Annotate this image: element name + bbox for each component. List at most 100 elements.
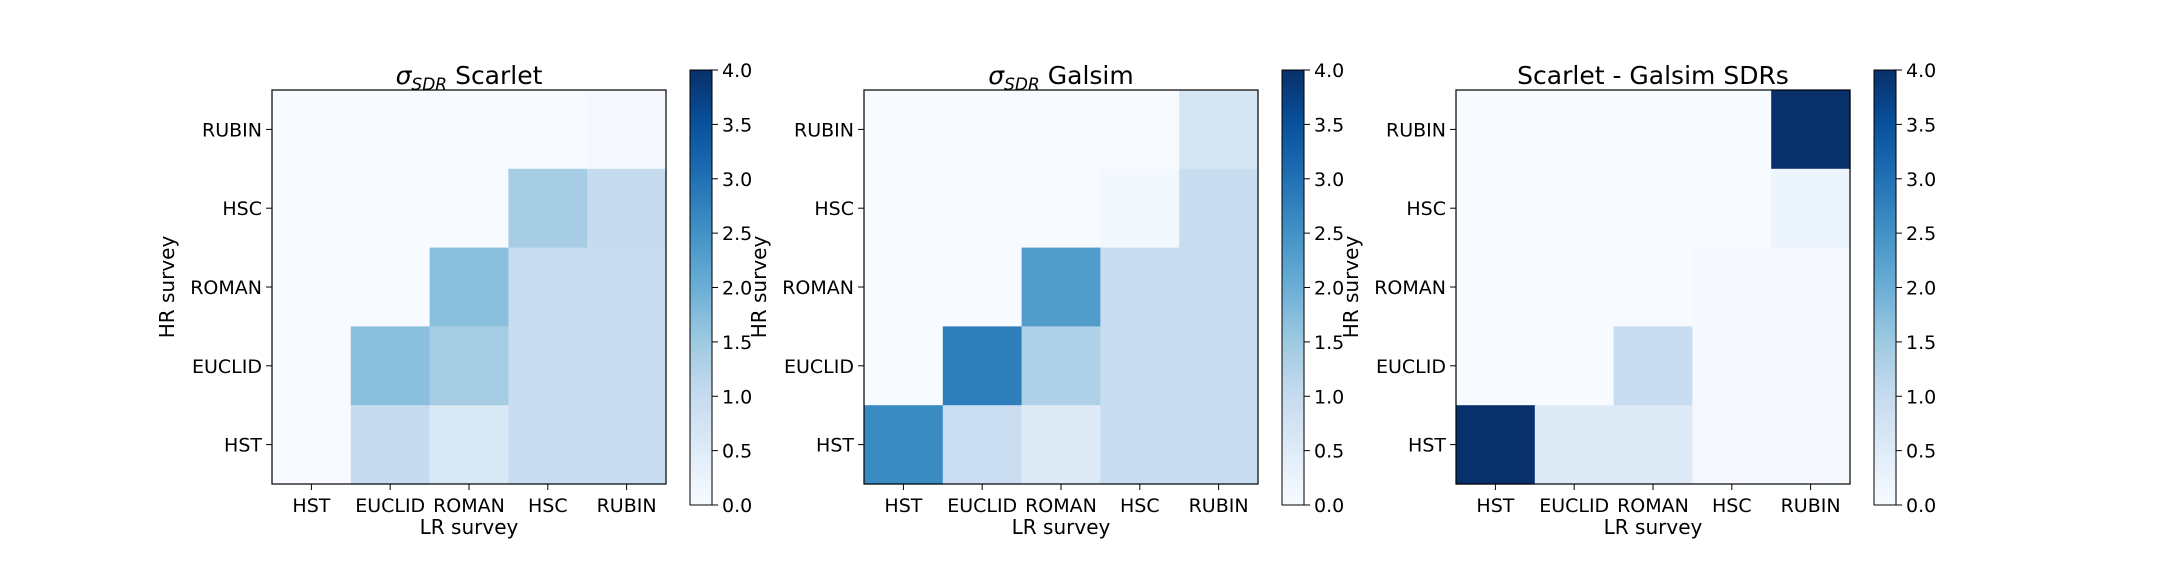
colorbar-tick-label: 1.5 xyxy=(1314,332,1344,354)
chart-title: σSDR Galsim xyxy=(988,61,1133,95)
heatmap-cell xyxy=(1100,168,1180,249)
x-tick-label: ROMAN xyxy=(1617,495,1689,517)
heatmap-cell xyxy=(1534,405,1615,485)
y-tick-label: ROMAN xyxy=(782,277,854,299)
y-axis-label: HR survey xyxy=(747,236,771,339)
heatmap-cell xyxy=(864,90,944,170)
heatmap-cell xyxy=(1613,247,1693,327)
y-tick-label: HST xyxy=(1408,435,1446,457)
heatmap-cell xyxy=(1179,326,1259,406)
y-tick-label: RUBIN xyxy=(1386,119,1446,141)
heatmap-cell xyxy=(864,247,944,327)
colorbar-tick-label: 0.0 xyxy=(1314,495,1344,517)
colorbar-tick-label: 1.0 xyxy=(722,386,752,408)
y-tick-label: HSC xyxy=(1406,198,1446,220)
colorbar-tick-label: 3.0 xyxy=(1906,169,1936,191)
heatmap-cell xyxy=(429,405,509,485)
heatmap-cell xyxy=(1613,90,1693,170)
y-tick-label: HST xyxy=(816,435,854,457)
y-tick-label: HST xyxy=(224,435,262,457)
heatmap-cell xyxy=(350,168,431,249)
x-tick-label: HST xyxy=(884,495,922,517)
heatmap-cell xyxy=(272,405,352,485)
colorbar-tick-label: 3.0 xyxy=(1314,169,1344,191)
heatmap-cell xyxy=(429,326,509,406)
x-tick-label: ROMAN xyxy=(1025,495,1097,517)
colorbar-tick-label: 2.0 xyxy=(1314,278,1344,300)
y-tick-label: EUCLID xyxy=(1376,356,1446,378)
colorbar-tick-label: 2.0 xyxy=(722,278,752,300)
heatmap-cell xyxy=(587,168,667,249)
y-tick-label: HSC xyxy=(814,198,854,220)
colorbar-tick-label: 2.5 xyxy=(1906,223,1936,245)
heatmap-cell xyxy=(1692,168,1772,249)
x-tick-label: EUCLID xyxy=(947,495,1017,517)
heatmap-cell xyxy=(1613,168,1693,249)
heatmap-cell xyxy=(1456,326,1536,406)
heatmap-cell xyxy=(1771,326,1851,406)
colorbar-gradient xyxy=(1281,69,1305,506)
heatmap-cell xyxy=(1100,90,1180,170)
heatmap-cell xyxy=(1771,405,1851,485)
heatmap-cell xyxy=(942,247,1023,327)
heatmap-cell xyxy=(1456,405,1536,485)
y-tick-label: HSC xyxy=(222,198,262,220)
colorbar-tick-label: 1.5 xyxy=(1906,332,1936,354)
heatmap-cell xyxy=(1179,90,1259,170)
heatmap-cell xyxy=(350,326,431,406)
heatmap-cell xyxy=(1179,247,1259,327)
heatmap-panel-3: Scarlet - Galsim SDRs HST EUCLID ROMAN HSC RU… xyxy=(1339,60,1936,539)
heatmap-cell xyxy=(942,90,1023,170)
colorbar-tick-label: 2.5 xyxy=(1314,223,1344,245)
colorbar-tick-label: 0.5 xyxy=(1906,441,1936,463)
x-axis-label: LR survey xyxy=(420,515,519,539)
heatmap-cell xyxy=(1771,247,1851,327)
colorbar-tick-label: 1.0 xyxy=(1906,386,1936,408)
heatmap-cell xyxy=(1100,247,1180,327)
heatmap-cell xyxy=(1692,90,1772,170)
heatmap-cell xyxy=(350,90,431,170)
colorbar-tick-label: 4.0 xyxy=(1906,60,1936,82)
heatmap-cell xyxy=(1021,405,1101,485)
heatmap-cell xyxy=(350,247,431,327)
heatmap-cell xyxy=(1456,168,1536,249)
heatmap-cell xyxy=(1021,90,1101,170)
heatmap-cell xyxy=(1021,168,1101,249)
x-tick-label: RUBIN xyxy=(597,495,657,517)
heatmap-cell xyxy=(587,405,667,485)
colorbar: 0.0 0.5 1.0 1.5 2.0 2.5 3.0 3.5 4.0 xyxy=(689,60,752,517)
heatmap-cell xyxy=(1100,405,1180,485)
heatmap-cell xyxy=(272,90,352,170)
y-tick-label: RUBIN xyxy=(794,119,854,141)
colorbar-tick-label: 0.0 xyxy=(722,495,752,517)
heatmap-cell xyxy=(587,90,667,170)
heatmap-cell xyxy=(1179,405,1259,485)
x-tick-label: EUCLID xyxy=(1539,495,1609,517)
heatmap-panel-1: σSDR Scarlet HST EUCLID ROMAN HSC RUBIN HST EUC… xyxy=(155,60,752,539)
y-axis-label: HR survey xyxy=(1339,236,1363,339)
heatmap-cell xyxy=(508,405,588,485)
colorbar-tick-label: 3.5 xyxy=(1314,114,1344,136)
x-tick-label: RUBIN xyxy=(1781,495,1841,517)
heatmap-cell xyxy=(508,247,588,327)
colorbar: 0.0 0.5 1.0 1.5 2.0 2.5 3.0 3.5 4.0 xyxy=(1281,60,1344,517)
heatmap-cell xyxy=(587,326,667,406)
chart-title: σSDR Scarlet xyxy=(396,61,543,95)
y-tick-label: ROMAN xyxy=(190,277,262,299)
heatmap-cell xyxy=(942,326,1023,406)
heatmap-cell xyxy=(429,247,509,327)
heatmap-cell xyxy=(864,405,944,485)
heatmap-cell xyxy=(508,90,588,170)
colorbar-tick-label: 3.5 xyxy=(1906,114,1936,136)
colorbar: 0.0 0.5 1.0 1.5 2.0 2.5 3.0 3.5 4.0 xyxy=(1873,60,1936,517)
heatmap-cell xyxy=(508,168,588,249)
heatmap-cell xyxy=(1692,405,1772,485)
heatmap-cell xyxy=(1771,90,1851,170)
heatmap-cell xyxy=(864,168,944,249)
heatmap-cell xyxy=(508,326,588,406)
heatmap-cell xyxy=(864,326,944,406)
y-tick-label: RUBIN xyxy=(202,119,262,141)
heatmap-cell xyxy=(1534,247,1615,327)
colorbar-tick-label: 4.0 xyxy=(1314,60,1344,82)
